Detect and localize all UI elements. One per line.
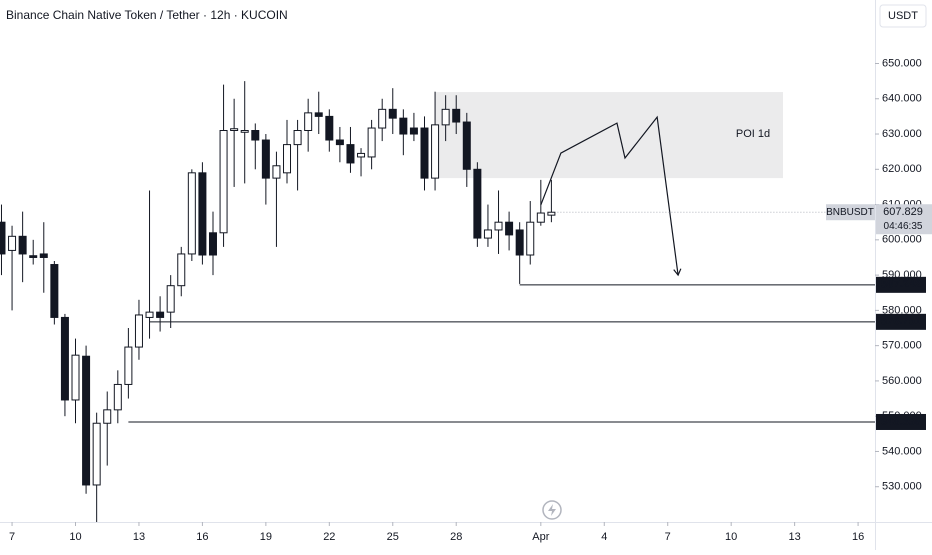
level-label-bg (876, 313, 926, 330)
countdown: 04:46:35 (884, 221, 923, 232)
poi-label: POI 1d (736, 128, 770, 140)
candle-body (240, 130, 249, 133)
x-tick-label: 16 (196, 531, 208, 543)
candle-body (367, 127, 376, 158)
candle-body (515, 229, 524, 256)
symbol-label: BNBUSDT (826, 207, 874, 218)
candle-body (261, 139, 270, 179)
watermark-icon (542, 500, 562, 520)
candle-body (399, 117, 408, 135)
candle-body (335, 139, 344, 146)
candle-body (547, 211, 556, 216)
candle-body (452, 108, 461, 123)
candle-body (187, 172, 196, 255)
candle-body (166, 285, 175, 313)
x-tick-label: 16 (852, 531, 864, 543)
candle-body (325, 115, 334, 141)
y-tick-label: 600.000 (882, 234, 922, 246)
candle-body (60, 316, 69, 401)
candle-body (314, 112, 323, 117)
candle-body (18, 235, 27, 255)
x-tick-label: 13 (133, 531, 145, 543)
candle-body (145, 311, 154, 318)
x-tick-label: 10 (725, 531, 737, 543)
candle-body (409, 127, 418, 135)
candle-body (113, 383, 122, 411)
level-label: 576.751 (881, 316, 921, 328)
candle-body (272, 165, 281, 179)
candle-body (483, 229, 492, 239)
level-label-bg (876, 413, 926, 430)
x-tick-label: 4 (601, 531, 607, 543)
last-price-bg (876, 204, 932, 235)
currency[interactable]: USDT (888, 10, 918, 22)
candle-body (357, 152, 366, 158)
y-tick-label: 570.000 (882, 340, 922, 352)
candle-body (50, 264, 59, 318)
x-tick-label: Apr (532, 531, 549, 543)
candle-body (156, 311, 165, 318)
candle-body (505, 221, 514, 236)
candle-body (293, 130, 302, 146)
chart-title: Binance Chain Native Token / Tether · 12… (6, 8, 288, 22)
candle-body (134, 314, 143, 348)
candle-body (378, 108, 387, 129)
candle-body (198, 172, 207, 256)
projection-arrowhead (673, 268, 682, 277)
x-tick-label: 7 (9, 531, 15, 543)
candle-body (177, 253, 186, 287)
candle-body (462, 121, 471, 170)
y-tick-label: 640.000 (882, 93, 922, 105)
candle-body (39, 253, 48, 258)
y-tick-label: 650.000 (882, 57, 922, 69)
candle-body (103, 409, 112, 424)
candle-body (82, 355, 91, 486)
x-tick-label: 28 (450, 531, 462, 543)
y-tick-label: 530.000 (882, 481, 922, 493)
candle-body (124, 346, 133, 385)
candle-body (219, 130, 228, 234)
candle-body (346, 144, 355, 164)
candle-body (230, 128, 239, 131)
last-price-label: 607.829 (883, 206, 923, 218)
candle-body (92, 422, 101, 486)
x-tick-label: 25 (387, 531, 399, 543)
symbol-label-bg (826, 204, 875, 221)
candle-body (29, 255, 38, 258)
candle-body (251, 130, 260, 141)
candle-body (473, 168, 482, 239)
x-tick-label: 7 (665, 531, 671, 543)
x-tick-label: 13 (789, 531, 801, 543)
candle-body (208, 232, 217, 256)
level-label-bg (876, 276, 926, 293)
y-tick-label: 560.000 (882, 375, 922, 387)
candle-body (536, 212, 545, 223)
projection-path (540, 115, 679, 276)
candle-body (8, 235, 17, 251)
level-label: 587.242 (881, 279, 921, 291)
candle-body (526, 221, 535, 256)
x-tick-label: 19 (260, 531, 272, 543)
candle-body (304, 112, 313, 132)
y-tick-label: 580.000 (882, 304, 922, 316)
candle-body (0, 221, 6, 255)
candle-body (431, 124, 440, 179)
candle-body (283, 144, 292, 174)
y-tick-label: 630.000 (882, 128, 922, 140)
candle-body (420, 127, 429, 179)
candle-body (441, 108, 450, 126)
candle-body (71, 354, 80, 401)
level-label: 548.358 (881, 416, 921, 428)
candle-body (388, 108, 397, 119)
candle-body (494, 221, 503, 231)
x-tick-label: 10 (69, 531, 81, 543)
poi-zone (435, 92, 783, 179)
currency-box[interactable] (879, 4, 927, 28)
x-tick-label: 22 (323, 531, 335, 543)
y-tick-label: 620.000 (882, 163, 922, 175)
y-tick-label: 540.000 (882, 445, 922, 457)
